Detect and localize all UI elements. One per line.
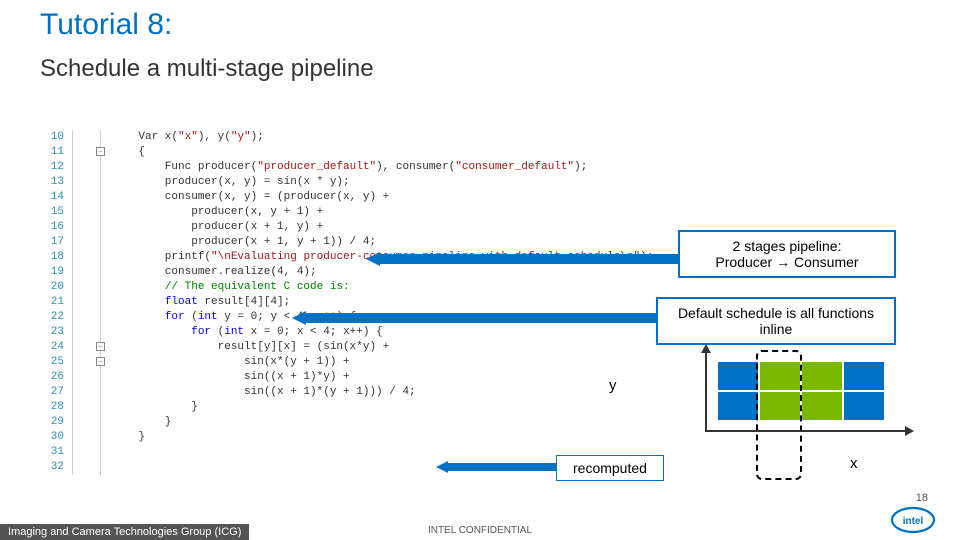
code-line-numbers: 10 11 12 13 14 15 16 17 18 19 20 21 22 2… — [44, 130, 64, 475]
arrow-schedule-head — [292, 311, 306, 325]
arrow-recomputed-head — [436, 461, 448, 473]
arrow-schedule-stem — [306, 313, 656, 323]
page-number: 18 — [916, 492, 928, 504]
callout-pipeline: 2 stages pipeline: Producer → Consumer — [678, 230, 896, 278]
arrow-pipeline-stem — [380, 254, 678, 264]
arrow-pipeline-head — [366, 252, 380, 266]
x-axis-line — [705, 430, 905, 432]
y-axis-line — [705, 352, 707, 432]
y-axis-label: y — [609, 377, 617, 394]
svg-text:intel: intel — [903, 516, 924, 527]
code-gutter-line — [72, 130, 73, 475]
slide-subtitle: Schedule a multi-stage pipeline — [40, 55, 374, 83]
code-fold-line — [100, 130, 101, 475]
footer-center: INTEL CONFIDENTIAL — [428, 525, 532, 536]
intel-logo-icon: intel — [890, 506, 936, 534]
callout-pipeline-line1: 2 stages pipeline: — [692, 238, 882, 254]
arrow-recomputed-stem — [448, 463, 556, 471]
footer-left: Imaging and Camera Technologies Group (I… — [0, 524, 249, 540]
slide-title: Tutorial 8: — [40, 8, 172, 42]
x-axis-label: x — [850, 455, 858, 472]
recomputed-label: recomputed — [556, 455, 664, 481]
y-axis-arrowhead — [701, 344, 711, 353]
callout-pipeline-line2: Producer → Consumer — [692, 254, 882, 270]
x-axis-arrowhead — [905, 426, 914, 436]
callout-schedule-line2: inline — [670, 321, 882, 337]
callout-schedule: Default schedule is all functions inline — [656, 297, 896, 345]
callout-schedule-line1: Default schedule is all functions — [670, 305, 882, 321]
dashed-highlight — [756, 350, 802, 480]
code-content: Var x("x"), y("y"); { Func producer("pro… — [112, 130, 653, 445]
